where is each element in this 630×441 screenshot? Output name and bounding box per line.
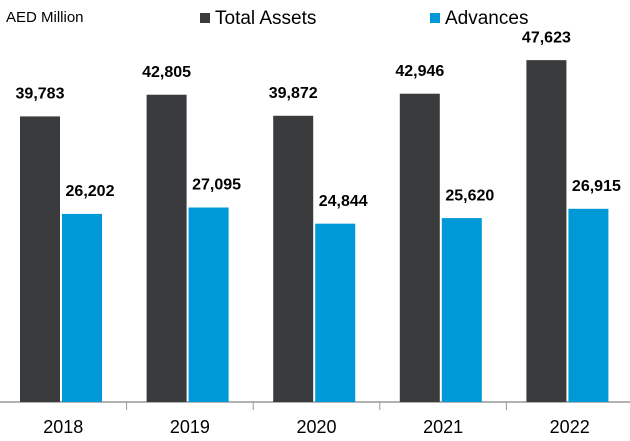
data-label: 47,623	[522, 29, 571, 46]
legend-swatch	[430, 13, 440, 23]
bar	[62, 213, 102, 402]
data-label: 39,783	[16, 86, 65, 103]
x-tick-label: 2019	[170, 417, 210, 437]
bar	[146, 94, 187, 402]
data-label: 26,202	[66, 183, 115, 200]
bar	[568, 208, 609, 402]
x-tick-label: 2021	[423, 417, 463, 437]
x-tick-label: 2018	[43, 417, 83, 437]
bar	[273, 115, 314, 402]
data-label: 26,915	[572, 178, 621, 195]
data-label: 39,872	[269, 85, 318, 102]
bar	[441, 218, 482, 402]
bar	[20, 116, 60, 403]
data-label: 42,805	[142, 64, 191, 81]
bar	[188, 207, 229, 402]
bar	[315, 223, 356, 402]
legend-label: Total Assets	[215, 8, 316, 29]
data-label: 27,095	[192, 177, 241, 194]
x-tick-label: 2020	[296, 417, 336, 437]
data-label: 24,844	[319, 193, 368, 210]
data-label: 25,620	[445, 187, 494, 204]
bar	[399, 93, 440, 402]
x-tick-label: 2022	[550, 417, 590, 437]
unit-label: AED Million	[6, 9, 84, 26]
data-label: 42,946	[395, 63, 444, 80]
bar	[526, 60, 567, 403]
legend-label: Advances	[445, 8, 528, 29]
legend-swatch	[200, 13, 210, 23]
